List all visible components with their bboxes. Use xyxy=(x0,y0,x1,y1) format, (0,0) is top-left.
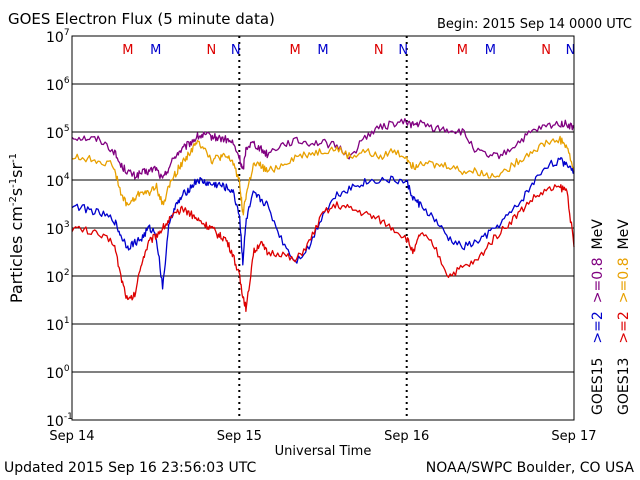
series-line-2 xyxy=(71,157,575,290)
x-tick-label: Sep 15 xyxy=(217,429,262,444)
x-tick-label: Sep 14 xyxy=(49,429,94,444)
x-axis-label: Universal Time xyxy=(275,444,372,459)
x-tick-labels: Sep 14 Sep 15 Sep 16 Sep 17 xyxy=(49,429,596,444)
marker-m: M xyxy=(457,43,468,58)
marker-n: N xyxy=(541,43,551,58)
credit-label: NOAA/SWPC Boulder, CO USA xyxy=(425,460,634,476)
y-tick-label: 104 xyxy=(46,172,70,190)
series-line-1 xyxy=(72,135,575,216)
y-tick-label: 101 xyxy=(46,316,70,334)
marker-n: N xyxy=(374,43,384,58)
y-axis-label: Particles cm-2s-1sr-1 xyxy=(7,153,26,303)
chart-title: GOES Electron Flux (5 minute data) xyxy=(8,10,275,28)
y-tick-label: 105 xyxy=(46,124,70,142)
data-series xyxy=(71,118,575,313)
y-tick-label: 106 xyxy=(46,76,70,94)
y-tick-labels: 107 106 105 104 103 102 101 100 10-1 xyxy=(46,28,73,430)
y-tick-label: 107 xyxy=(46,28,70,46)
updated-timestamp: Updated 2015 Sep 16 23:56:03 UTC xyxy=(4,460,257,476)
y-tick-label: 100 xyxy=(46,364,70,382)
marker-n: N xyxy=(207,43,217,58)
marker-n: N xyxy=(231,43,241,58)
marker-m: M xyxy=(150,43,161,58)
legend-goes13: GOES13>=2>=0.8MeV xyxy=(616,219,632,415)
y-tick-label: 102 xyxy=(46,268,70,286)
marker-n: N xyxy=(566,43,576,58)
y-tick-label: 103 xyxy=(46,220,70,238)
day-separators xyxy=(238,36,408,420)
marker-m: M xyxy=(289,43,300,58)
plot-frame xyxy=(71,35,575,421)
marker-m: M xyxy=(122,43,133,58)
marker-m: M xyxy=(485,43,496,58)
marker-n: N xyxy=(398,43,408,58)
x-tick-label: Sep 16 xyxy=(384,429,429,444)
series-line-3 xyxy=(71,184,575,313)
y-tick-label: 10-1 xyxy=(46,412,73,430)
legend-goes15: GOES15>=2>=0.8MeV xyxy=(590,219,606,415)
marker-m: M xyxy=(317,43,328,58)
series-line-0 xyxy=(71,118,575,180)
begin-label: Begin: 2015 Sep 14 0000 UTC xyxy=(437,17,632,32)
x-tick-label: Sep 17 xyxy=(551,429,596,444)
